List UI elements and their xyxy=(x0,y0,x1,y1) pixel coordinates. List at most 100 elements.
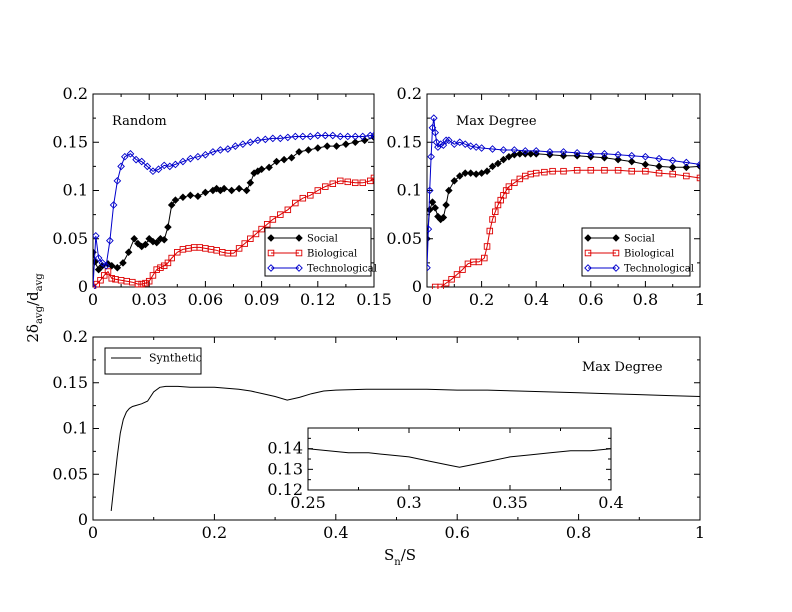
y-tick-label: 0.15 xyxy=(52,373,88,392)
y-tick-label: 0.1 xyxy=(63,181,88,200)
marker-point xyxy=(627,157,636,166)
series-group xyxy=(110,385,700,511)
marker-point xyxy=(277,211,284,218)
marker-point xyxy=(439,141,448,149)
y-tick-label: 0.13 xyxy=(267,459,303,478)
x-tick-label: 0.6 xyxy=(444,523,469,542)
marker-point xyxy=(352,179,359,187)
y-tick-label: 0.2 xyxy=(63,327,88,346)
x-tick-label: 0.6 xyxy=(578,290,603,309)
y-tick-label: 0.05 xyxy=(52,229,88,248)
marker-point xyxy=(584,264,592,272)
marker-point xyxy=(682,158,691,167)
x-tick-label: 0.35 xyxy=(492,493,528,512)
shared-xlabel: Sn/S xyxy=(384,546,416,568)
legend-label: Synthetic xyxy=(149,352,202,365)
marker-point xyxy=(287,153,296,162)
marker-point xyxy=(494,159,502,168)
marker-point xyxy=(280,155,288,164)
marker-point xyxy=(455,138,464,147)
panel-title: Max Degree xyxy=(582,360,663,375)
marker-point xyxy=(343,132,352,141)
marker-point xyxy=(138,280,145,288)
marker-point xyxy=(612,264,620,272)
series-group xyxy=(308,448,611,468)
x-tick-label: 0 xyxy=(88,290,98,309)
marker-point xyxy=(573,149,581,157)
marker-point xyxy=(481,254,488,262)
marker-point xyxy=(445,136,453,145)
marker-point xyxy=(600,153,609,162)
marker-point xyxy=(696,160,700,169)
marker-point xyxy=(475,258,483,266)
marker-point xyxy=(428,123,437,132)
marker-point xyxy=(209,148,217,156)
marker-point xyxy=(186,154,195,163)
marker-point xyxy=(642,167,649,175)
marker-point xyxy=(143,162,152,171)
x-tick-label: 0.12 xyxy=(300,290,336,309)
marker-point xyxy=(306,132,315,141)
marker-point xyxy=(321,131,330,140)
marker-point xyxy=(269,134,277,143)
marker-point xyxy=(242,186,251,195)
marker-point xyxy=(477,144,486,152)
marker-point xyxy=(427,225,433,233)
series-line-biological xyxy=(435,169,700,288)
series-line-synthetic xyxy=(110,385,700,511)
marker-point xyxy=(683,172,690,180)
marker-point xyxy=(584,249,592,257)
marker-point xyxy=(160,161,169,170)
marker-point xyxy=(573,166,581,174)
marker-point xyxy=(559,151,568,160)
marker-point xyxy=(586,149,595,158)
marker-point xyxy=(97,276,104,284)
xlabel-sub: n xyxy=(394,557,401,568)
marker-point xyxy=(359,179,367,187)
panel-maxdegree: 0 0.2 0.4 0.6 0.8 1 0 0.05 0.1 0.15 0.2 Max Degree S… xyxy=(386,84,705,309)
marker-point xyxy=(126,149,135,158)
ylabel-main: 2δ xyxy=(24,324,42,343)
marker-point xyxy=(483,243,491,250)
marker-point xyxy=(167,201,176,209)
marker-point xyxy=(216,146,225,154)
marker-point xyxy=(344,178,352,186)
marker-point xyxy=(442,201,450,209)
marker-point xyxy=(427,186,434,195)
marker-point xyxy=(284,206,292,214)
marker-point xyxy=(445,186,453,195)
marker-point xyxy=(149,167,157,176)
marker-point xyxy=(442,279,450,287)
legend-label: Biological xyxy=(624,249,674,260)
marker-point xyxy=(263,221,271,228)
xlabel-tail: /S xyxy=(401,546,416,564)
marker-point xyxy=(269,216,277,223)
marker-point xyxy=(304,146,313,154)
marker-point xyxy=(450,140,459,149)
marker-point xyxy=(516,150,524,158)
marker-point xyxy=(157,264,164,271)
marker-point xyxy=(314,144,322,152)
marker-point xyxy=(98,259,107,267)
marker-point xyxy=(254,136,262,145)
ylabel-mid: /d xyxy=(24,291,42,306)
x-tick-label: 0.8 xyxy=(633,290,658,309)
marker-point xyxy=(164,259,172,267)
marker-point xyxy=(231,142,240,150)
marker-point xyxy=(612,249,620,257)
marker-point xyxy=(450,177,459,185)
marker-point xyxy=(492,208,499,215)
marker-point xyxy=(108,275,115,282)
marker-point xyxy=(499,146,508,154)
marker-point xyxy=(627,151,636,160)
marker-point xyxy=(272,157,281,166)
marker-point xyxy=(134,280,142,288)
marker-point xyxy=(160,235,168,244)
marker-point xyxy=(461,169,469,177)
marker-point xyxy=(94,254,103,262)
marker-point xyxy=(427,152,435,161)
marker-point xyxy=(295,249,303,257)
marker-point xyxy=(668,163,677,172)
marker-point xyxy=(124,248,133,257)
